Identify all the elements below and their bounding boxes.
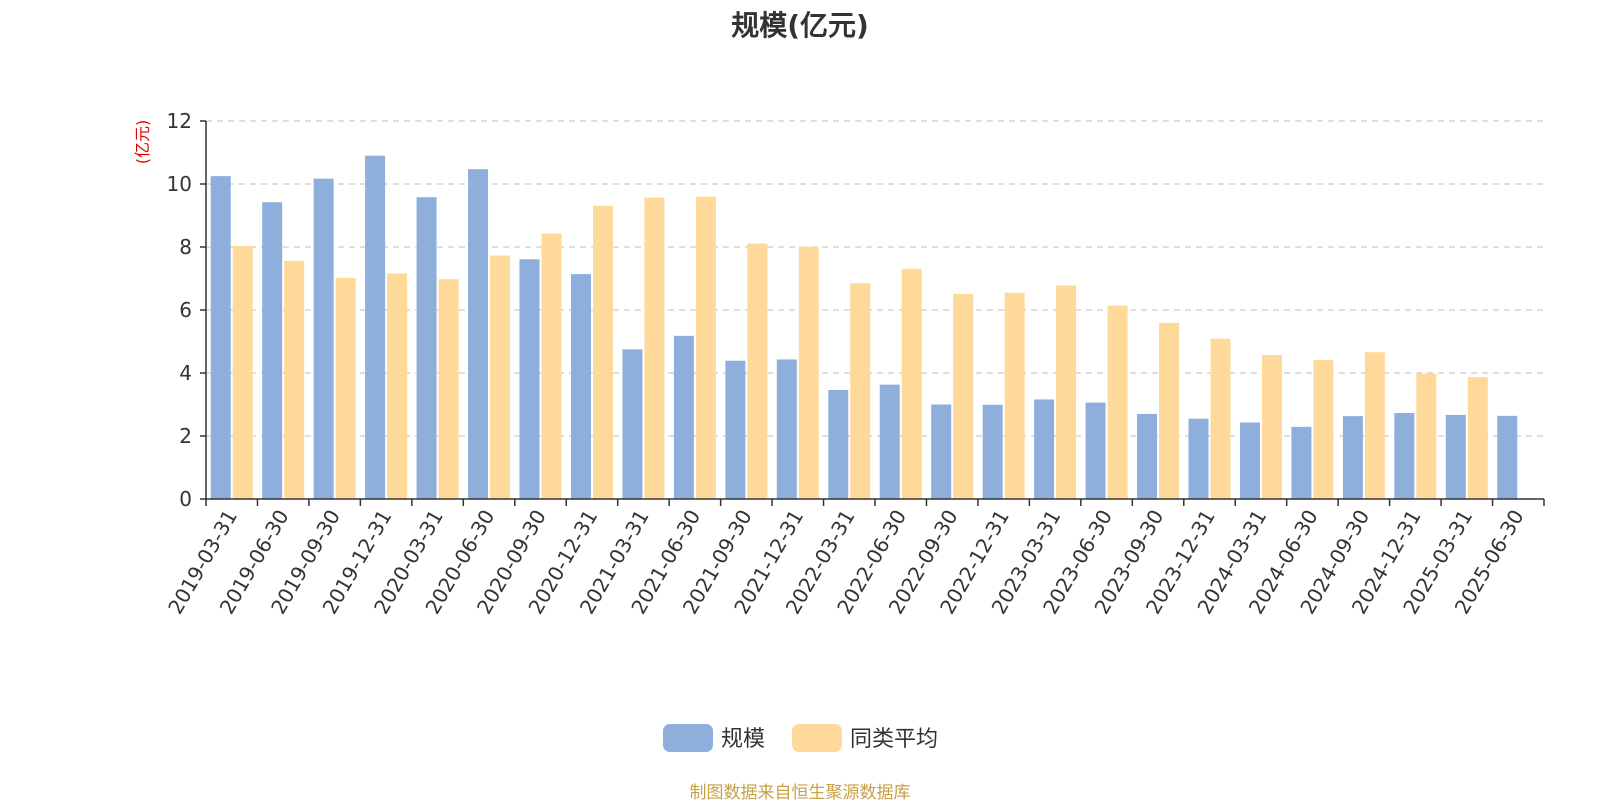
bar-scale-2023-12-31 <box>1188 418 1209 499</box>
bar-scale-2021-09-30 <box>725 360 746 499</box>
y-tick-label: 0 <box>179 487 192 511</box>
bar-peer-avg-2021-03-31 <box>644 197 665 500</box>
bar-peer-avg-2020-06-30 <box>490 255 511 499</box>
legend-swatch-1 <box>792 724 842 752</box>
bar-peer-avg-2023-12-31 <box>1210 338 1231 499</box>
bar-peer-avg-2022-12-31 <box>1004 292 1025 499</box>
bar-peer-avg-2022-09-30 <box>953 293 974 499</box>
y-tick-label: 4 <box>179 361 192 385</box>
bars <box>210 155 1518 500</box>
bar-peer-avg-2021-09-30 <box>747 243 768 499</box>
bar-scale-2023-09-30 <box>1137 413 1158 499</box>
bar-scale-2025-06-30 <box>1497 415 1518 499</box>
bar-scale-2022-12-31 <box>982 404 1003 499</box>
bar-scale-2022-09-30 <box>931 404 952 499</box>
bar-scale-2022-03-31 <box>828 390 849 499</box>
bar-peer-avg-2023-09-30 <box>1159 322 1180 499</box>
data-source-note: 制图数据来自恒生聚源数据库 <box>689 783 911 803</box>
bar-scale-2020-03-31 <box>416 197 437 500</box>
bar-scale-2019-12-31 <box>365 155 386 499</box>
bar-scale-2024-06-30 <box>1291 426 1312 499</box>
bar-peer-avg-2022-06-30 <box>901 268 922 499</box>
bar-peer-avg-2022-03-31 <box>850 283 871 499</box>
bar-scale-2021-03-31 <box>622 349 643 499</box>
bar-peer-avg-2020-12-31 <box>592 205 613 500</box>
bar-scale-2025-03-31 <box>1445 414 1466 499</box>
bar-scale-2019-06-30 <box>262 202 283 499</box>
bar-peer-avg-2019-12-31 <box>387 273 408 499</box>
y-tick-label: 2 <box>179 424 192 448</box>
legend-label-0: 规模 <box>721 727 765 752</box>
y-tick-label: 12 <box>167 109 192 133</box>
bar-peer-avg-2020-03-31 <box>438 279 459 499</box>
bar-peer-avg-2024-03-31 <box>1261 355 1282 499</box>
bar-scale-2023-06-30 <box>1085 402 1106 499</box>
bar-scale-2021-06-30 <box>673 335 694 499</box>
bar-scale-2023-03-31 <box>1034 399 1055 499</box>
bar-peer-avg-2024-06-30 <box>1313 360 1334 499</box>
bar-scale-2019-09-30 <box>313 178 334 499</box>
bar-scale-2024-09-30 <box>1342 416 1363 499</box>
legend-label-1: 同类平均 <box>850 727 938 752</box>
chart-title: 规模(亿元) <box>731 9 869 42</box>
y-tick-label: 8 <box>179 235 192 259</box>
y-tick-label: 6 <box>179 298 192 322</box>
bar-peer-avg-2019-03-31 <box>232 246 253 499</box>
bar-peer-avg-2020-09-30 <box>541 233 562 499</box>
bar-peer-avg-2019-06-30 <box>284 260 305 499</box>
bar-peer-avg-2023-06-30 <box>1107 305 1128 499</box>
bar-peer-avg-2023-03-31 <box>1056 285 1077 499</box>
bar-scale-2020-09-30 <box>519 259 540 499</box>
y-tick-label: 10 <box>167 172 192 196</box>
bar-scale-2020-06-30 <box>468 169 489 499</box>
bar-scale-2019-03-31 <box>210 176 231 499</box>
bar-peer-avg-2024-09-30 <box>1364 352 1385 499</box>
bar-peer-avg-2024-12-31 <box>1416 373 1437 499</box>
bar-scale-2022-06-30 <box>879 384 900 499</box>
bar-peer-avg-2019-09-30 <box>335 277 356 499</box>
bar-peer-avg-2025-03-31 <box>1467 377 1488 499</box>
y-axis-unit-label: (亿元) <box>133 120 152 165</box>
bar-scale-2020-12-31 <box>570 274 591 499</box>
bar-scale-2024-03-31 <box>1239 422 1260 499</box>
bar-scale-2024-12-31 <box>1394 413 1415 499</box>
bar-scale-2021-12-31 <box>776 359 797 499</box>
bar-peer-avg-2021-12-31 <box>798 246 819 499</box>
bar-peer-avg-2021-06-30 <box>695 196 716 499</box>
legend: 规模 同类平均 <box>663 724 938 752</box>
legend-swatch-0 <box>663 724 713 752</box>
